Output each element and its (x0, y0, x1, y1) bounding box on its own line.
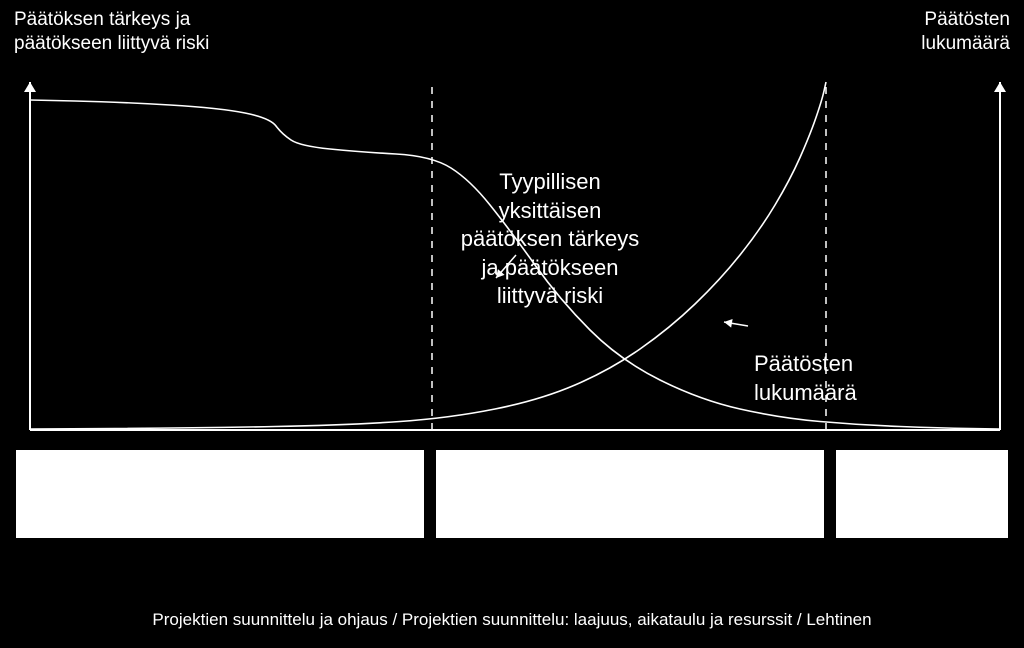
count-curve-annotation: Päätösten lukumäärä (754, 350, 954, 407)
axis-title-row: Päätöksen tärkeys ja päätökseen liittyvä… (0, 8, 1024, 56)
annot-line: lukumäärä (754, 380, 857, 405)
right-axis-title-line1: Päätösten (924, 9, 1010, 30)
chart-area: Tyypillisen yksittäisen päätöksen tärkey… (0, 60, 1024, 440)
annot-line: yksittäisen (499, 198, 602, 223)
left-axis-title-line1: Päätöksen tärkeys ja (14, 9, 190, 30)
annot-line: ja päätökseen (482, 255, 619, 280)
annot-line: päätöksen tärkeys (461, 226, 640, 251)
phase-box (16, 450, 424, 538)
phase-boxes-row (16, 450, 1008, 538)
importance-curve-annotation: Tyypillisen yksittäisen päätöksen tärkey… (430, 168, 670, 311)
annot-line: Päätösten (754, 351, 853, 376)
phase-box (436, 450, 824, 538)
right-axis-title-line2: lukumäärä (921, 33, 1010, 54)
annot-line: Tyypillisen (499, 169, 600, 194)
phase-box (836, 450, 1008, 538)
annot-line: liittyvä riski (497, 283, 603, 308)
left-axis-title: Päätöksen tärkeys ja päätökseen liittyvä… (14, 8, 209, 56)
footer-text: Projektien suunnittelu ja ohjaus / Proje… (0, 610, 1024, 630)
right-axis-title: Päätösten lukumäärä (921, 8, 1010, 56)
left-axis-title-line2: päätökseen liittyvä riski (14, 33, 209, 54)
